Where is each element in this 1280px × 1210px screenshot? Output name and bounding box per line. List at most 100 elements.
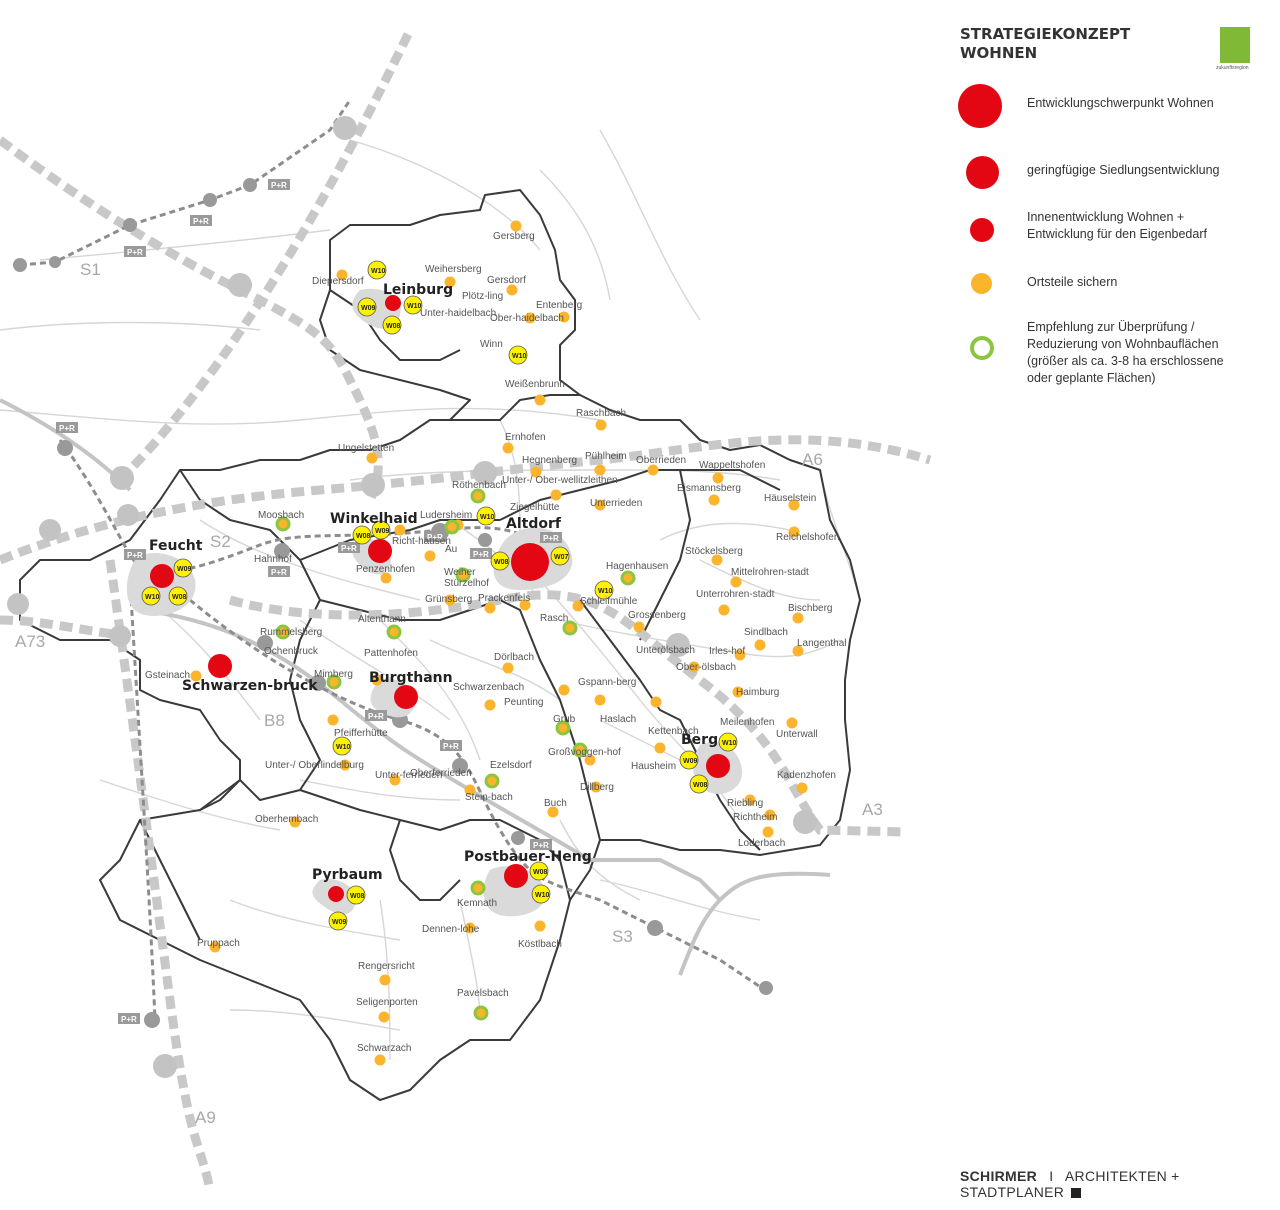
svg-text:P+R: P+R <box>368 712 384 721</box>
svg-text:Raschbach: Raschbach <box>576 408 626 419</box>
svg-text:W07: W07 <box>554 554 569 561</box>
svg-text:Dillberg: Dillberg <box>580 782 614 793</box>
svg-text:Hagenhausen: Hagenhausen <box>606 561 668 572</box>
svg-text:Unterölsbach: Unterölsbach <box>636 645 695 656</box>
red-circle-small-icon <box>970 218 994 242</box>
town-dot-pyrbaum <box>328 886 344 902</box>
svg-text:Langenthal: Langenthal <box>797 638 847 649</box>
svg-text:Ernhofen: Ernhofen <box>505 432 546 443</box>
svg-text:Loderbach: Loderbach <box>738 838 785 849</box>
svg-text:W10: W10 <box>371 268 386 275</box>
svg-text:P+R: P+R <box>127 551 143 560</box>
svg-text:W08: W08 <box>350 893 365 900</box>
svg-text:P+R: P+R <box>427 533 443 542</box>
town-label-schwarzenbruck: Schwarzen-bruck <box>182 678 318 694</box>
highway-a73 <box>0 615 121 640</box>
highway-junctions <box>7 116 817 1078</box>
town-dot-altdorf <box>511 543 549 581</box>
park-and-ride-markers: P+R P+R P+R P+R P+R P+R P+R P+R P+R P+R … <box>56 179 562 1024</box>
svg-text:Pühlheim: Pühlheim <box>585 451 627 462</box>
svg-text:P+R: P+R <box>543 534 559 543</box>
svg-text:Weiher: Weiher <box>444 567 476 578</box>
highway-a6 <box>0 435 932 565</box>
svg-text:Eismannsberg: Eismannsberg <box>677 483 741 494</box>
svg-text:Mimberg: Mimberg <box>314 669 353 680</box>
route-label-a9: A9 <box>195 1108 216 1127</box>
route-label-s1: S1 <box>80 260 101 279</box>
rail-south <box>128 579 157 1021</box>
svg-text:W10: W10 <box>336 744 351 751</box>
svg-text:Weihersberg: Weihersberg <box>425 264 482 275</box>
svg-text:Stein-bach: Stein-bach <box>465 792 513 803</box>
svg-text:Prackenfels: Prackenfels <box>478 593 530 604</box>
svg-text:W10: W10 <box>598 588 613 595</box>
svg-text:Häuselstein: Häuselstein <box>764 493 816 504</box>
svg-text:P+R: P+R <box>121 1015 137 1024</box>
svg-text:Pfeifferhütte: Pfeifferhütte <box>334 728 388 739</box>
svg-text:Pavelsbach: Pavelsbach <box>457 988 509 999</box>
svg-text:Altenthann: Altenthann <box>358 614 406 625</box>
svg-text:Stöckelsberg: Stöckelsberg <box>685 546 743 557</box>
svg-text:P+R: P+R <box>271 181 287 190</box>
town-label-altdorf: Altdorf <box>506 516 562 532</box>
svg-text:Plötz-ling: Plötz-ling <box>462 291 503 302</box>
town-dot-schwarzenbruck <box>208 654 232 678</box>
svg-text:Moosbach: Moosbach <box>258 510 304 521</box>
svg-text:Irles-hof: Irles-hof <box>709 646 745 657</box>
svg-text:W08: W08 <box>386 323 401 330</box>
svg-text:Unter-ferrieden: Unter-ferrieden <box>375 770 442 781</box>
svg-text:Haimburg: Haimburg <box>736 687 779 698</box>
town-label-feucht: Feucht <box>149 538 203 554</box>
svg-text:Rummelsberg: Rummelsberg <box>260 627 322 638</box>
svg-text:Grünsberg: Grünsberg <box>425 594 472 605</box>
svg-text:Gersdorf: Gersdorf <box>487 275 526 286</box>
highway-north <box>116 28 415 484</box>
svg-text:Gspann-berg: Gspann-berg <box>578 677 636 688</box>
svg-text:Hegnenberg: Hegnenberg <box>522 455 577 466</box>
svg-text:W08: W08 <box>494 559 509 566</box>
svg-text:W08: W08 <box>693 782 708 789</box>
svg-text:Sindlbach: Sindlbach <box>744 627 788 638</box>
district-outline <box>19 189 861 1101</box>
logo-icon <box>1220 27 1250 63</box>
svg-text:Ludersheim: Ludersheim <box>420 510 472 521</box>
svg-text:Mittelrohren-stadt: Mittelrohren-stadt <box>731 567 809 578</box>
svg-text:Penzenhofen: Penzenhofen <box>356 564 415 575</box>
svg-text:W10: W10 <box>145 594 160 601</box>
svg-text:Weißenbrunn: Weißenbrunn <box>505 379 565 390</box>
svg-text:Ungelstetten: Ungelstetten <box>338 443 394 454</box>
svg-text:W09: W09 <box>361 305 376 312</box>
town-label-winkelhaid: Winkelhaid <box>330 511 418 527</box>
svg-text:Röthenbach: Röthenbach <box>452 480 506 491</box>
svg-text:W10: W10 <box>512 353 527 360</box>
town-dot-burgthann <box>394 685 418 709</box>
town-dot-berg <box>706 754 730 778</box>
svg-text:W08: W08 <box>356 533 371 540</box>
w-code-badges: W10 W09 W10 W08 W10 W08 W09 W07 W08 W10 … <box>141 260 738 931</box>
svg-text:Pruppach: Pruppach <box>197 938 240 949</box>
rail-s2 <box>58 439 561 573</box>
svg-text:Unter-/ Ober-wellitzleithen: Unter-/ Ober-wellitzleithen <box>502 475 618 486</box>
svg-text:P+R: P+R <box>533 841 549 850</box>
svg-text:Reichelshofen: Reichelshofen <box>776 532 839 543</box>
town-label-pyrbaum: Pyrbaum <box>312 867 383 883</box>
svg-text:Rengersricht: Rengersricht <box>358 961 415 972</box>
svg-text:W10: W10 <box>480 514 495 521</box>
svg-text:Rasch: Rasch <box>540 613 568 624</box>
svg-text:Unterwall: Unterwall <box>776 729 818 740</box>
development-centers <box>150 295 730 902</box>
orange-dot-icon <box>971 273 992 294</box>
svg-text:Unter-/ Oberlindelburg: Unter-/ Oberlindelburg <box>265 760 364 771</box>
svg-text:Ziegelhütte: Ziegelhütte <box>510 502 560 513</box>
svg-text:W10: W10 <box>722 740 737 747</box>
major-town-labels: Leinburg Winkelhaid Altdorf Feucht Schwa… <box>149 282 718 883</box>
red-circle-large-icon <box>958 84 1002 128</box>
route-label-s3: S3 <box>612 927 633 946</box>
svg-text:Bischberg: Bischberg <box>788 603 832 614</box>
svg-text:Richtheim: Richtheim <box>733 812 777 823</box>
svg-text:Dennen-lohe: Dennen-lohe <box>422 924 480 935</box>
route-label-b8: B8 <box>264 711 285 730</box>
svg-text:P+R: P+R <box>59 424 75 433</box>
svg-text:Schwarzach: Schwarzach <box>357 1043 411 1054</box>
